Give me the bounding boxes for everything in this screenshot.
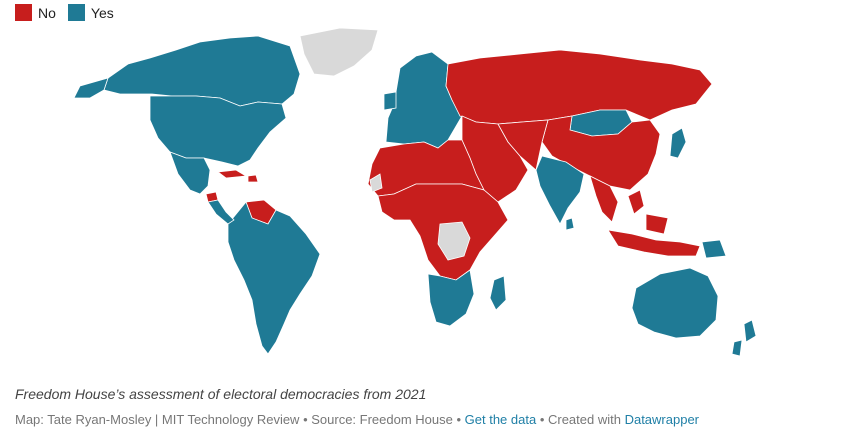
region-southern-africa[interactable]: Southern Africa [427,269,475,327]
region-japan[interactable]: Japan [669,127,687,159]
region-western-sahara[interactable]: Western Sahara [369,173,383,193]
region-indonesia[interactable]: Indonesia [607,213,701,257]
region-madagascar[interactable]: Madagascar [489,275,507,311]
region-canada[interactable]: Canada [103,35,301,107]
region-shape [631,267,719,339]
region-shape [149,95,287,167]
region-shape [497,119,549,171]
region-mexico[interactable]: Mexico [169,151,211,195]
datawrapper-link[interactable]: Datawrapper [624,412,700,427]
separator: • [536,412,548,427]
legend-swatch-yes [67,4,85,21]
region-australia[interactable]: Australia [631,267,719,339]
region-haiti[interactable]: Haiti [247,174,259,183]
region-shape [299,27,379,77]
region-shape [169,151,211,195]
source-text: Source: Freedom House [311,412,453,427]
region-western-europe[interactable]: Western Europe [383,51,463,149]
region-shape [701,239,727,259]
region-shape [227,201,321,355]
region-cuba[interactable]: Cuba [216,169,248,179]
region-new-zealand[interactable]: New Zealand [731,319,757,357]
get-data-link[interactable]: Get the data [464,412,537,427]
region-shape [73,77,109,99]
region-southeast-asia[interactable]: Southeast Asia [589,175,645,223]
legend-label-no: No [38,4,56,21]
region-south-america[interactable]: South America [207,199,321,355]
region-shape [535,155,585,225]
region-shape [437,221,471,261]
region-shape [627,189,645,215]
region-shape [216,169,248,179]
region-shape [383,91,397,111]
region-shape [607,229,701,257]
region-russia[interactable]: Russia [445,49,713,125]
region-central-asia[interactable]: Central Asia [497,119,549,171]
region-shape [207,199,235,225]
legend-label-yes: Yes [90,4,114,21]
region-shape [103,35,301,107]
region-papua-new-guinea[interactable]: Papua New Guinea [701,239,727,259]
region-shape [489,275,507,311]
map-footer: Map: Tate Ryan-Mosley | MIT Technology R… [15,412,699,427]
region-shape [427,269,475,327]
region-shape [565,217,575,231]
region-dr-congo[interactable]: DR Congo [437,221,471,261]
credit-text: Map: Tate Ryan-Mosley | MIT Technology R… [15,412,300,427]
separator: • [299,412,312,427]
legend: No Yes [15,4,114,21]
legend-item-yes[interactable]: Yes [67,4,114,21]
created-with-text: Created with [547,412,625,427]
region-shape [247,174,259,183]
map-regions: CanadaUnited StatesMexicoCubaHaitiNicara… [73,27,757,357]
separator: • [452,412,465,427]
region-shape [645,213,669,235]
region-india[interactable]: India [535,155,585,225]
region-shape [589,175,619,223]
map-caption: Freedom House’s assessment of electoral … [15,386,427,402]
region-shape [445,49,713,125]
region-shape [369,173,383,193]
region-shape [743,319,757,343]
region-shape [669,127,687,159]
legend-swatch-no [15,4,32,21]
region-greenland[interactable]: Greenland [299,27,379,77]
legend-item-no[interactable]: No [15,4,56,21]
region-sri-lanka[interactable]: Sri Lanka [565,217,575,231]
region-shape [731,339,743,357]
world-map: CanadaUnited StatesMexicoCubaHaitiNicara… [73,27,757,357]
